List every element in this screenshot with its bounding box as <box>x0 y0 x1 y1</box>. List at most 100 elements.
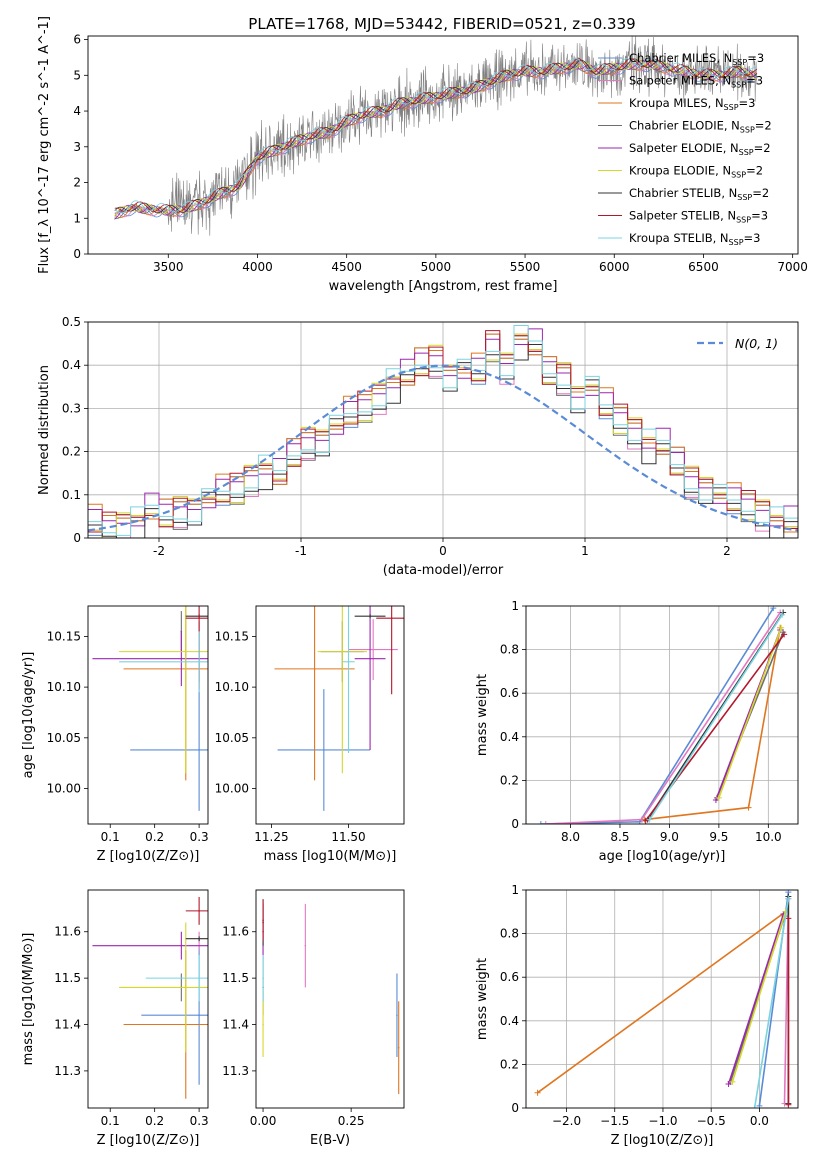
weight-line-5 <box>718 627 782 799</box>
y-axis-label: Normed distribution <box>37 365 52 495</box>
figure-title: PLATE=1768, MJD=53442, FIBERID=0521, z=0… <box>248 15 635 33</box>
weight-marker-2 <box>745 804 752 811</box>
weight-marker-8 <box>751 1105 758 1108</box>
legend-label-6: Chabrier STELIB, NSSP=2 <box>629 186 769 202</box>
weight-line-2 <box>537 911 786 1094</box>
plot-area <box>92 606 208 811</box>
errorbar-point-5 <box>341 650 344 653</box>
observed-spectrum-line <box>114 36 758 236</box>
weight-marker-1 <box>542 821 549 824</box>
plot-area <box>274 606 404 811</box>
axes-frame <box>87 321 799 539</box>
y-tick-label: 11.6 <box>222 925 249 939</box>
y-tick-label: 2 <box>73 176 81 190</box>
legend-label-0: Chabrier MILES, NSSP=3 <box>629 51 764 67</box>
errorbar-point-4 <box>180 657 183 660</box>
legend-subscript: SSP <box>740 126 755 135</box>
gaussian-curve <box>88 364 798 532</box>
legend-subscript: SSP <box>724 103 739 112</box>
x-axis-label: Z [log10(Z/Z⊙)] <box>97 1133 200 1148</box>
x-tick-label: 4000 <box>242 260 273 274</box>
x-axis-label: wavelength [Angstrom, rest frame] <box>329 279 558 294</box>
x-tick-label: −0.5 <box>697 1114 726 1128</box>
y-tick-label: 11.3 <box>222 1064 249 1078</box>
y-axis-label: mass weight <box>475 958 490 1040</box>
legend-label-7: Salpeter STELIB, NSSP=3 <box>629 209 768 225</box>
y-tick-label: 0.5 <box>62 315 81 329</box>
errorbar-point-6 <box>369 615 371 617</box>
y-tick-label: 4 <box>73 104 81 118</box>
y-tick-label: 0.1 <box>62 488 81 502</box>
errorbar-point-8 <box>198 977 200 979</box>
y-tick-label: 0.4 <box>62 358 81 372</box>
errorbar-point-4 <box>180 944 183 947</box>
errorbar-point-6 <box>198 937 200 940</box>
x-tick-label: 0.1 <box>101 830 120 844</box>
gaussian-legend-label: N(0, 1) <box>735 336 778 351</box>
y-tick-label: 0.8 <box>500 643 519 657</box>
legend-subscript: SSP <box>732 58 747 67</box>
x-tick-label: 0.2 <box>145 1114 164 1128</box>
weight-line-5 <box>731 911 787 1083</box>
x-tick-label: 5000 <box>421 260 452 274</box>
axes-age-vs-z: 0.1 0.2 0.3 10.00 10.05 10.10 10.15 Z [log10(Z/… <box>21 605 209 864</box>
x-tick-label: 3500 <box>153 260 184 274</box>
legend-value: =2 <box>754 141 771 155</box>
legend-label-1: Salpeter MILES, NSSP=3 <box>629 74 763 90</box>
weight-marker-7 <box>785 1101 792 1108</box>
x-tick-label: 9.0 <box>660 830 679 844</box>
x-tick-label: −1.5 <box>600 1114 629 1128</box>
x-axis-label: Z [log10(Z/Z⊙)] <box>611 1133 714 1148</box>
y-tick-label: 10.15 <box>47 629 81 643</box>
legend-label-2: Kroupa MILES, NSSP=3 <box>629 96 755 112</box>
weight-marker-8 <box>779 611 786 618</box>
errorbar-point-1 <box>372 648 374 651</box>
plot-area <box>114 36 758 236</box>
legend-subscript: SSP <box>731 81 746 90</box>
x-tick-label: 2 <box>723 544 731 558</box>
x-tick-label: 0 <box>439 544 447 558</box>
x-tick-label: 7000 <box>777 260 808 274</box>
x-axis-label: Z [log10(Z/Z⊙)] <box>97 849 200 864</box>
axes-weight-vs-age: 8.0 8.5 9.0 9.5 10.0 0 0.2 0.4 0.6 0.8 1 age [log10… <box>475 599 799 864</box>
y-tick-label: 0 <box>73 247 81 261</box>
weight-marker-4 <box>725 1081 732 1088</box>
y-tick-label: 1 <box>511 599 519 613</box>
y-tick-label: 10.05 <box>47 731 81 745</box>
legend-value: =2 <box>752 186 769 200</box>
plot-area <box>262 899 400 1095</box>
legend-label-3: Chabrier ELODIE, NSSP=2 <box>629 119 772 135</box>
x-tick-label: -2 <box>153 544 165 558</box>
legend-value: =3 <box>739 96 756 110</box>
x-tick-label: −2.0 <box>552 1114 581 1128</box>
weight-line-4 <box>727 913 785 1085</box>
axes-frame <box>255 605 405 825</box>
weight-marker-0 <box>537 821 544 824</box>
model-line-5 <box>114 59 758 216</box>
x-tick-label: -1 <box>295 544 307 558</box>
legend-subscript: SSP <box>736 216 751 225</box>
legend-subscript: SSP <box>739 148 754 157</box>
weight-line-8 <box>753 898 790 1108</box>
x-axis-label: E(B-V) <box>310 1133 350 1148</box>
weight-line-1 <box>545 612 781 824</box>
errorbar-point-8 <box>198 660 200 663</box>
y-tick-label: 1 <box>73 211 81 225</box>
y-tick-label: 0.4 <box>500 730 519 744</box>
y-tick-label: 5 <box>73 68 81 82</box>
axes-age-vs-mass: 11.25 11.50 10.00 10.05 10.10 10.15 mass [log1… <box>215 605 405 864</box>
y-tick-label: 10.05 <box>215 731 249 745</box>
y-tick-label: 0 <box>511 1101 519 1115</box>
errorbar-point-8 <box>347 660 350 663</box>
axes-spectrum: 3500 4000 4500 5000 5500 6000 6500 7000 0 1 2 3 4 5 6 w… <box>37 16 808 294</box>
errorbar-point-7 <box>198 617 200 619</box>
legend-value: =3 <box>744 231 761 245</box>
y-tick-label: 11.4 <box>54 1018 81 1032</box>
x-tick-label: 5500 <box>510 260 541 274</box>
y-tick-label: 10.00 <box>47 782 81 796</box>
y-tick-label: 10.00 <box>215 782 249 796</box>
axes-mass-vs-ebv: 0.00 0.25 11.3 11.4 11.5 11.6 E(B-V) <box>222 889 405 1148</box>
errorbar-point-8 <box>262 977 264 979</box>
y-tick-label: 10.10 <box>215 680 249 694</box>
